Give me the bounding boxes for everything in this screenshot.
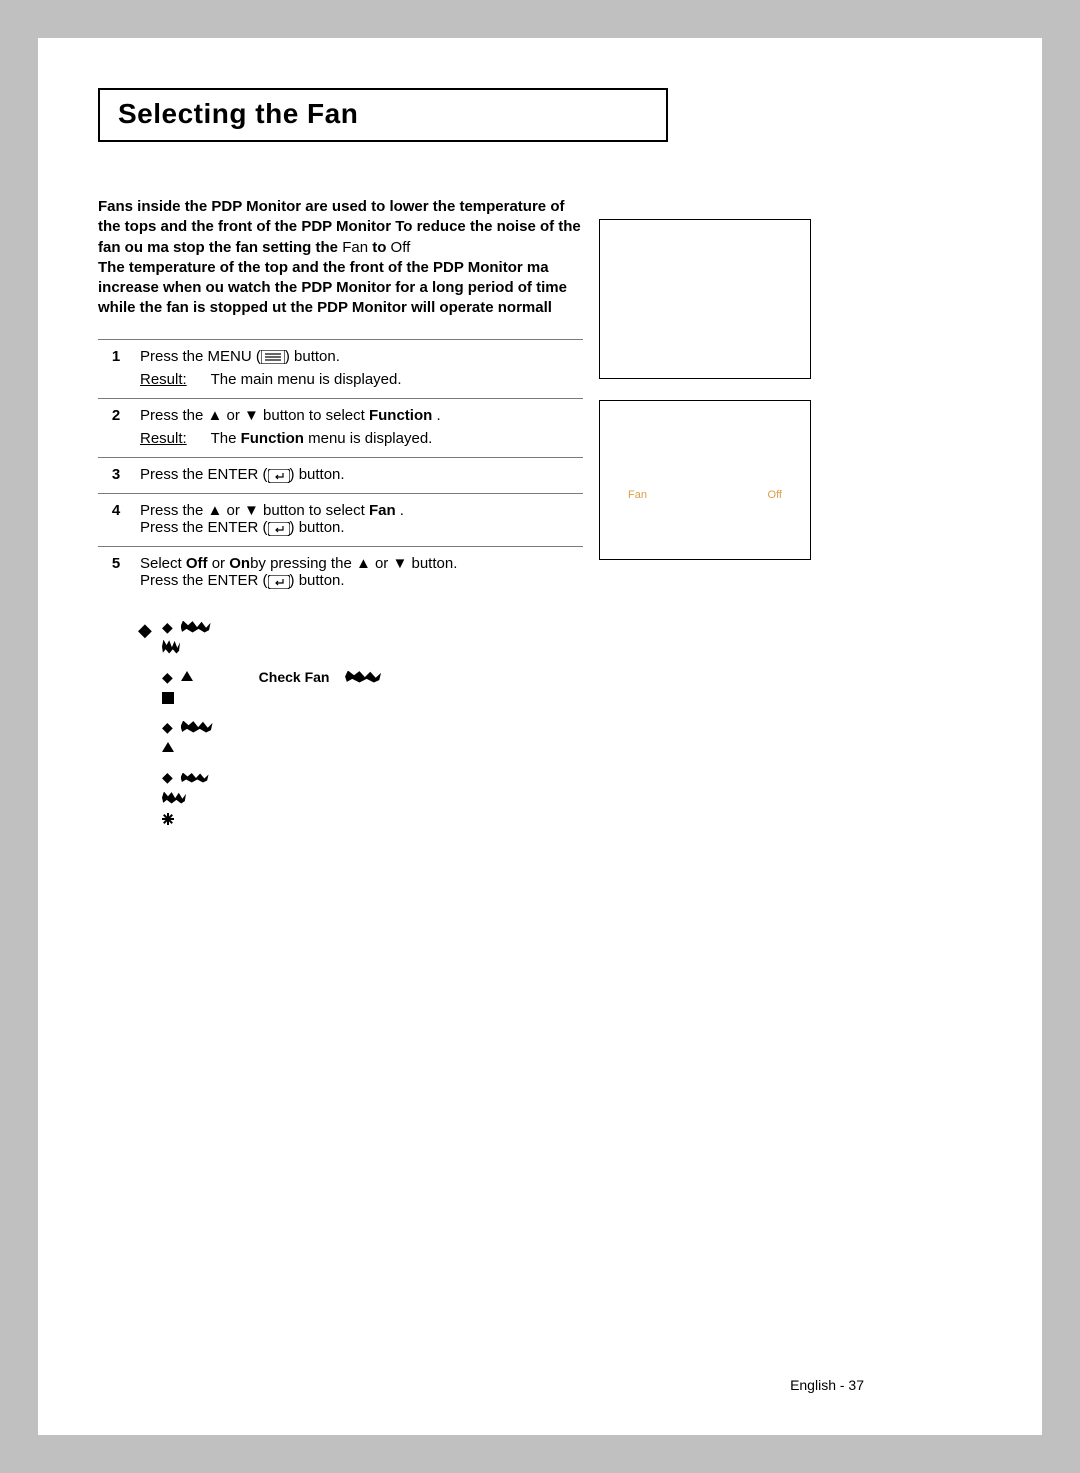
note-text: ◆ [162,767,528,830]
blotch-icon [162,792,186,804]
result-line: Result: The Function menu is displayed. [140,430,577,447]
step-number: 1 [98,340,134,399]
page-title: Selecting the Fan [118,90,666,140]
step-row: 1 Press the MENU ( ) button. Result: The … [98,340,583,399]
step-text: Press the ENTER ( [140,519,268,536]
result-label: Result: [140,430,187,447]
enter-icon [268,575,290,589]
step-number: 5 [98,547,134,599]
step-text: Select [140,555,186,572]
osd-fan-row: Fan Off [600,489,810,501]
step-text: or [208,555,230,572]
step-body: Press the MENU ( ) button. Result: The ma… [134,340,583,399]
result-text: The main menu is displayed. [211,371,402,388]
step-text: Press the ▲ or ▼ button to select [140,502,369,519]
intro-line: the tops and the front of the PDP Monito… [98,218,581,235]
blotch-icon [345,671,381,683]
blotch-icon [162,640,180,654]
intro-line: Fans inside the PDP Monitor are used to … [98,198,564,215]
step-row: 3 Press the ENTER ( ) button. [98,458,583,494]
note-row: ◆ Check Fan [138,667,528,709]
result-text: The [211,430,241,447]
enter-icon [268,469,290,483]
result-text: menu is displayed. [304,430,432,447]
step-body: Select Off or Onby pressing the ▲ or ▼ b… [134,547,583,599]
step-row: 4 Press the ▲ or ▼ button to select Fan … [98,494,583,547]
page: Selecting the Fan Fans inside the PDP Mo… [38,38,1042,1435]
step-text: Press the ENTER ( [140,572,268,589]
blotch-icon [181,621,211,633]
result-label: Result: [140,371,187,388]
square-icon [162,692,174,704]
osd-screenshot-2: Fan Off [599,400,811,560]
check-fan-label: Check Fan [259,669,330,685]
result-bold: Function [241,430,304,447]
intro-line: to [368,239,391,256]
step-body: Press the ▲ or ▼ button to select Fan . … [134,494,583,547]
step-row: 2 Press the ▲ or ▼ button to select Func… [98,399,583,458]
blotch-icon [181,773,209,783]
step-text: ) button. [290,519,345,536]
step-row: 5 Select Off or Onby pressing the ▲ or ▼… [98,547,583,599]
triangle-up-icon [162,742,174,752]
step-text: . [432,407,440,424]
step-text: Press the ▲ or ▼ button to select [140,407,369,424]
step-body: Press the ▲ or ▼ button to select Functi… [134,399,583,458]
note-row: ◆ ◆ [138,617,528,659]
note-block: ◆ ◆ ◆ Check Fan [138,617,528,830]
step-text: by pressing the ▲ or ▼ button. [250,555,457,572]
intro-off: Off [391,239,411,256]
title-block: Selecting the Fan [98,88,668,142]
page-footer: English - 37 [790,1377,864,1393]
step-text: ) button. [290,466,345,483]
intro-paragraph: Fans inside the PDP Monitor are used to … [98,197,668,319]
intro-line: increase when ou watch the PDP Monitor f… [98,279,567,296]
note-text: ◆ Check Fan [162,667,528,709]
note-bullet-icon: ◆ [138,617,162,644]
menu-icon [261,350,285,364]
step-bold: On [229,555,250,572]
step-text: . [396,502,404,519]
intro-line: fan ou ma stop the fan setting the [98,239,342,256]
steps-table: 1 Press the MENU ( ) button. Result: The … [98,339,583,599]
note-text: ◆ [162,617,528,659]
note-text: ◆ [162,717,528,759]
step-number: 3 [98,458,134,494]
note-row: ◆ [138,717,528,759]
step-bold: Function [369,407,432,424]
triangle-up-icon [181,671,193,681]
note-row: ◆ [138,767,528,830]
step-text: ) button. [285,348,340,365]
result-line: Result: The main menu is displayed. [140,371,577,388]
main-column: Selecting the Fan Fans inside the PDP Mo… [98,88,668,838]
step-number: 2 [98,399,134,458]
asterisk-icon [162,813,174,825]
step-bold: Fan [369,502,396,519]
osd-fan-value: Off [768,489,782,501]
enter-icon [268,522,290,536]
osd-screenshot-1 [599,219,811,379]
step-text: Press the MENU ( [140,348,261,365]
step-text: Press the ENTER ( [140,466,268,483]
blotch-icon [181,721,213,733]
intro-line: while the fan is stopped ut the PDP Moni… [98,299,552,316]
step-number: 4 [98,494,134,547]
intro-line: The temperature of the top and the front… [98,259,549,276]
step-bold: Off [186,555,208,572]
intro-fan: Fan [342,239,368,256]
step-body: Press the ENTER ( ) button. [134,458,583,494]
osd-fan-label: Fan [628,489,647,501]
step-text: ) button. [290,572,345,589]
